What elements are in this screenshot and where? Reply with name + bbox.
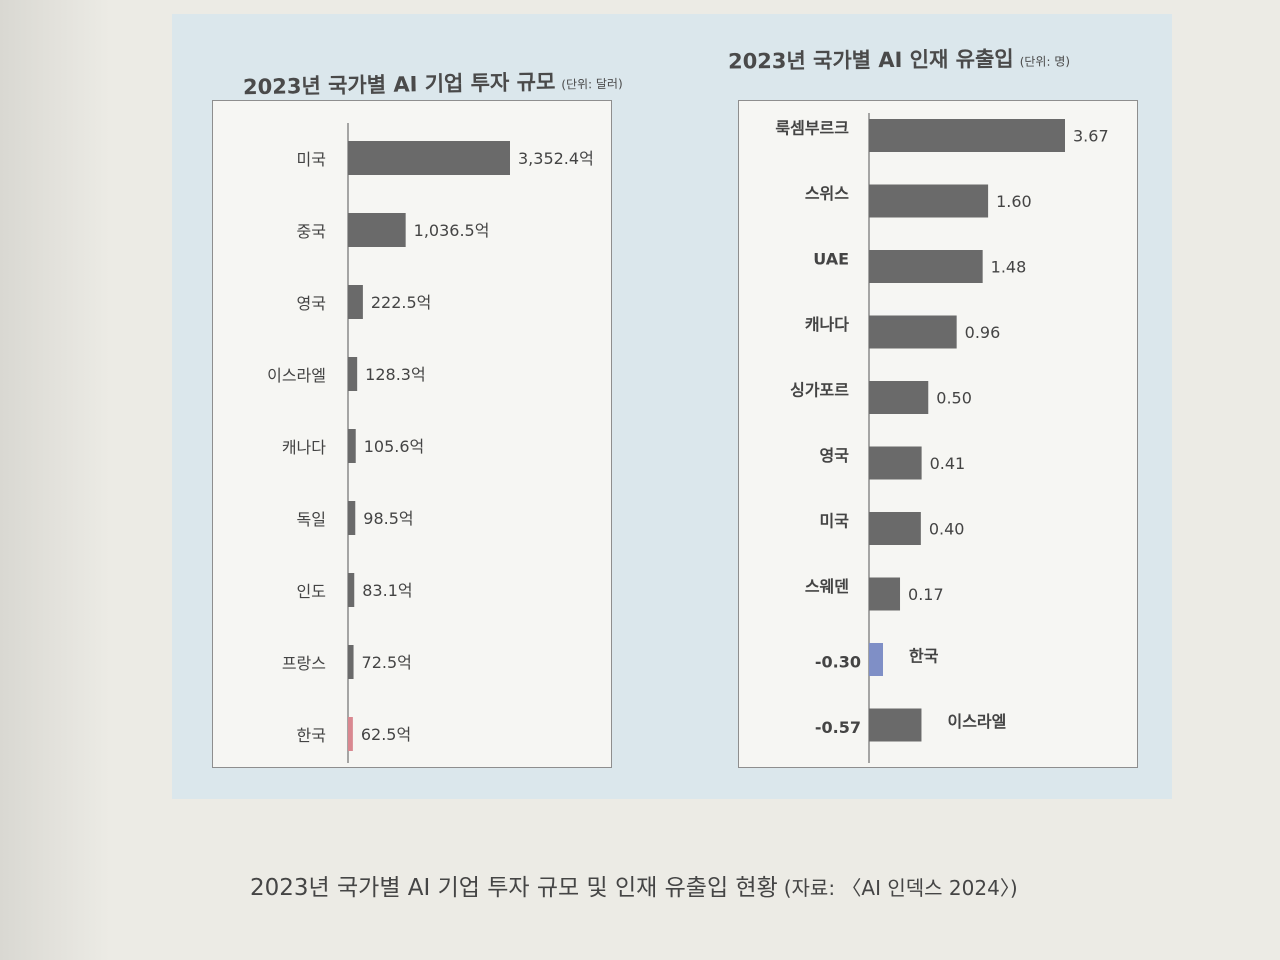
talent-bar bbox=[869, 577, 901, 611]
talent-chart: 룩셈부르크 3.67 스위스 1.60 UAE 1.48 캐나다 0.96 싱가포르 0.50 영국… bbox=[738, 100, 1138, 768]
investment-data-label: 105.6억 bbox=[364, 437, 425, 456]
investment-category-label: 독일 bbox=[297, 510, 326, 529]
talent-category-label: 캐나다 bbox=[805, 315, 849, 334]
talent-category-label: 미국 bbox=[820, 512, 850, 531]
investment-data-label: 222.5억 bbox=[371, 293, 432, 312]
talent-data-label: -0.57 bbox=[815, 718, 861, 737]
talent-category-label: 영국 bbox=[820, 446, 850, 465]
investment-bar bbox=[348, 213, 406, 247]
investment-data-label: 1,036.5억 bbox=[414, 221, 490, 240]
talent-bar bbox=[869, 643, 883, 676]
talent-data-label: 0.17 bbox=[908, 585, 944, 604]
investment-bar bbox=[348, 141, 510, 175]
investment-title-text: 2023년 국가별 AI 기업 투자 규모 bbox=[242, 69, 556, 100]
investment-bar bbox=[348, 717, 353, 751]
talent-category-label: 스웨덴 bbox=[805, 577, 849, 596]
caption-source: (자료: 〈AI 인덱스 2024〉) bbox=[783, 876, 1018, 900]
talent-bar bbox=[869, 708, 922, 742]
investment-bar bbox=[348, 429, 356, 463]
talent-data-label: -0.30 bbox=[815, 653, 861, 672]
investment-data-label: 72.5억 bbox=[362, 653, 412, 672]
talent-chart-svg: 룩셈부르크 3.67 스위스 1.60 UAE 1.48 캐나다 0.96 싱가포르 0.50 영국… bbox=[775, 113, 1109, 763]
talent-bar bbox=[869, 381, 929, 414]
talent-data-label: 0.40 bbox=[929, 520, 965, 539]
talent-bar bbox=[869, 184, 989, 218]
investment-category-label: 영국 bbox=[297, 294, 326, 313]
investment-unit-note: (단위: 달러) bbox=[561, 76, 623, 92]
investment-category-label: 이스라엘 bbox=[267, 366, 326, 385]
investment-bar bbox=[348, 357, 358, 391]
talent-category-label: 이스라엘 bbox=[947, 712, 1006, 731]
investment-category-label: 중국 bbox=[297, 222, 326, 241]
investment-data-label: 3,352.4억 bbox=[518, 149, 594, 168]
talent-unit-note: (단위: 명) bbox=[1019, 54, 1071, 69]
investment-data-label: 98.5억 bbox=[363, 509, 413, 528]
talent-bar bbox=[869, 119, 1065, 152]
investment-category-label: 인도 bbox=[297, 582, 326, 601]
investment-data-label: 83.1억 bbox=[362, 581, 412, 600]
page-edge-shadow bbox=[0, 0, 110, 960]
investment-category-label: 캐나다 bbox=[282, 438, 326, 457]
talent-data-label: 1.60 bbox=[996, 192, 1032, 211]
talent-bar bbox=[869, 512, 921, 545]
investment-category-label: 한국 bbox=[297, 726, 326, 745]
talent-category-label: 한국 bbox=[909, 647, 939, 666]
talent-data-label: 3.67 bbox=[1073, 127, 1109, 146]
talent-bar bbox=[869, 250, 983, 283]
talent-category-label: 싱가포르 bbox=[790, 381, 849, 400]
investment-bar bbox=[348, 501, 356, 535]
investment-category-label: 프랑스 bbox=[282, 654, 326, 673]
talent-data-label: 0.50 bbox=[936, 389, 972, 408]
talent-category-label: UAE bbox=[813, 250, 849, 269]
talent-data-label: 1.48 bbox=[991, 258, 1027, 277]
investment-bar bbox=[348, 285, 363, 319]
investment-category-label: 미국 bbox=[297, 150, 326, 169]
talent-bar bbox=[869, 315, 957, 349]
talent-category-label: 스위스 bbox=[805, 184, 849, 203]
investment-bar bbox=[348, 573, 355, 607]
talent-data-label: 0.41 bbox=[930, 454, 966, 473]
talent-data-label: 0.96 bbox=[965, 323, 1001, 342]
investment-data-label: 128.3억 bbox=[365, 365, 426, 384]
talent-title-text: 2023년 국가별 AI 인재 유출입 bbox=[727, 46, 1014, 74]
investment-bar bbox=[348, 645, 354, 679]
investment-data-label: 62.5억 bbox=[361, 725, 411, 744]
caption-text: 2023년 국가별 AI 기업 투자 규모 및 인재 유출입 현황 bbox=[250, 875, 778, 901]
talent-chart-title: 2023년 국가별 AI 인재 유출입 (단위: 명) bbox=[728, 43, 1070, 76]
talent-bar bbox=[869, 446, 922, 480]
talent-category-label: 룩셈부르크 bbox=[775, 119, 849, 138]
figure-caption: 2023년 국가별 AI 기업 투자 규모 및 인재 유출입 현황 (자료: 〈A… bbox=[250, 868, 1018, 902]
